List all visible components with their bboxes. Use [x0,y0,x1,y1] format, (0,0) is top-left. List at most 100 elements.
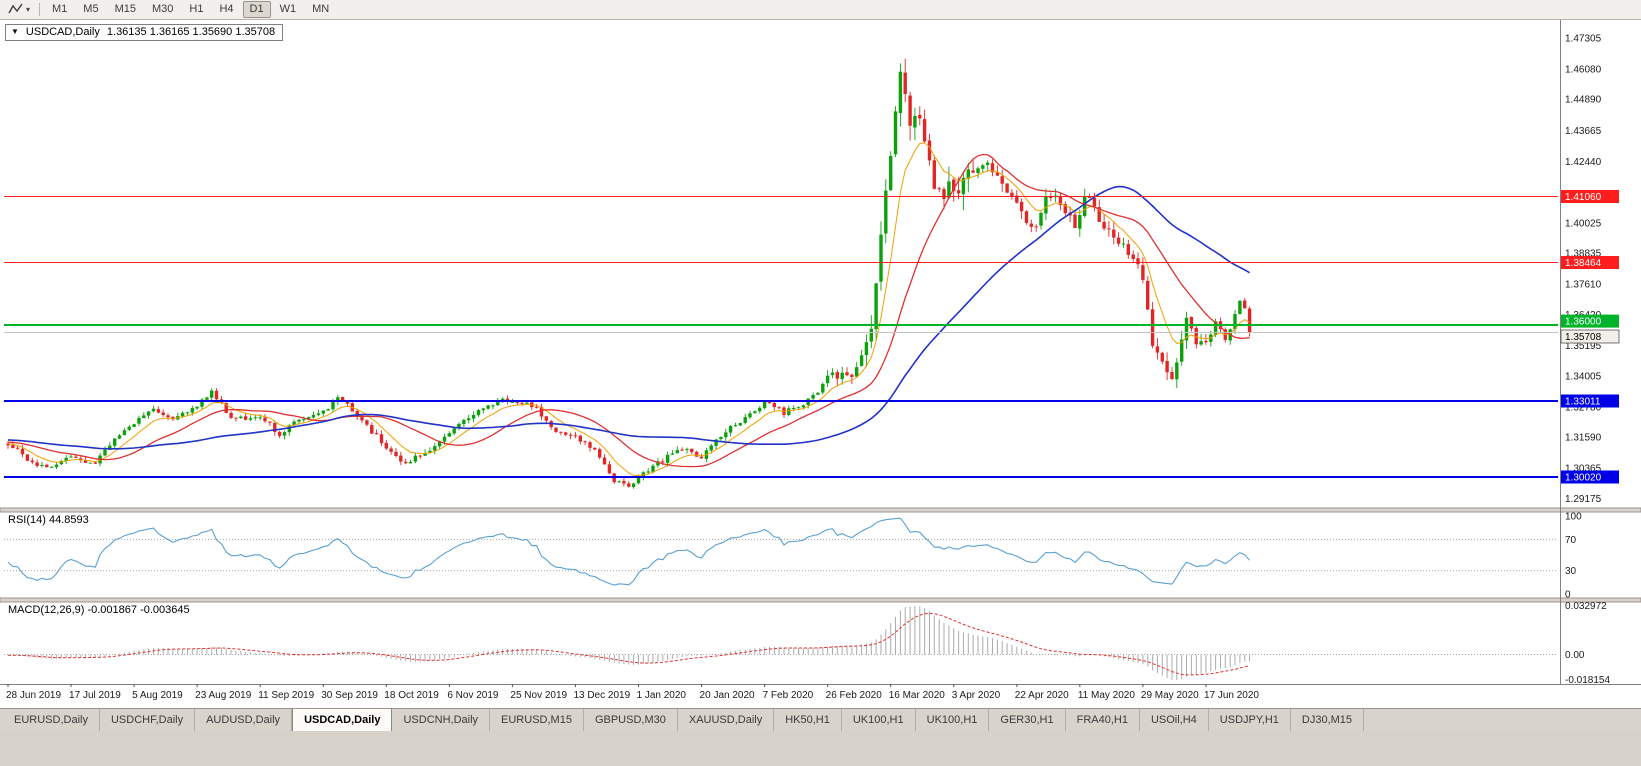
chart-tab-xauusd-daily[interactable]: XAUUSD,Daily [678,709,775,731]
svg-text:1.33011: 1.33011 [1565,397,1601,408]
timeframe-h4[interactable]: H4 [219,3,234,15]
chart-tab-ger30-h1[interactable]: GER30,H1 [989,709,1066,731]
price-axis-label: 1.40025 [1565,218,1602,229]
ma-overlay-sma50 [7,185,1251,450]
price-axis-label: 1.30365 [1565,464,1602,475]
svg-text:1.38464: 1.38464 [1565,258,1602,269]
date-label: 29 May 2020 [1141,690,1199,701]
price-axis-label: 1.31590 [1565,433,1602,444]
toolbar-separator [39,3,41,16]
date-label: 17 Jun 2020 [1204,690,1259,701]
price-tag-1.41060 [1561,190,1619,203]
timeframe-m1[interactable]: M1 [52,3,68,15]
timeframe-m5[interactable]: M5 [83,3,99,15]
date-label: 17 Jul 2019 [69,690,121,701]
chart-background [0,20,1641,708]
rsi-line [7,517,1251,586]
time-axis[interactable] [0,684,1641,708]
svg-text:1.36000: 1.36000 [1565,317,1602,328]
chart-tools-dropdown[interactable]: ▾ [4,1,34,19]
timeframe-mn[interactable]: MN [312,3,330,15]
price-axis-label: 1.35195 [1565,341,1602,352]
chart-tab-uk100-h1[interactable]: UK100,H1 [842,709,916,731]
chart-tab-usdcad-daily[interactable]: USDCAD,Daily [292,709,393,731]
chart-tab-audusd-daily[interactable]: AUDUSD,Daily [195,709,293,731]
date-label: 30 Sep 2019 [321,690,378,701]
svg-text:1.41060: 1.41060 [1565,192,1602,203]
timeframe-d1[interactable]: D1 [242,1,271,18]
pane-splitter[interactable] [0,507,1641,513]
date-label: 11 May 2020 [1078,690,1136,701]
timeframe-m30[interactable]: M30 [151,3,174,15]
macd-axis-min: -0.018154 [1565,675,1610,686]
macd-axis-max: 0.032972 [1565,601,1607,612]
chart-tab-eurusd-daily[interactable]: EURUSD,Daily [3,709,100,731]
timeframe-toolbar: ▾ M1 M5 M15 M30 H1 H4 D1 W1 MN [0,0,1641,20]
ma-overlay-sma20 [7,153,1250,468]
collapse-chart-icon[interactable]: ▼ [11,27,19,36]
timeframe-buttons: M1 M5 M15 M30 H1 H4 D1 W1 MN [45,1,336,18]
status-strip [0,731,1641,766]
date-label: 25 Nov 2019 [510,690,567,701]
macd-signal-line [7,612,1250,676]
rsi-indicator-label: RSI(14) 44.8593 [8,514,89,526]
price-axis-label: 1.34005 [1565,371,1602,382]
pane-splitter[interactable] [0,597,1641,603]
macd-axis-zero: 0.00 [1565,650,1585,661]
timeframe-w1[interactable]: W1 [279,3,297,15]
chart-tab-gbpusd-m30[interactable]: GBPUSD,M30 [584,709,678,731]
chart-title-box: ▼ USDCAD,Daily 1.36135 1.36165 1.35690 1… [5,24,284,41]
chart-tab-usdchf-daily[interactable]: USDCHF,Daily [100,709,196,731]
price-tag-1.30020 [1561,470,1619,484]
date-label: 6 Nov 2019 [447,690,499,701]
price-axis-label: 1.42440 [1565,157,1602,168]
chart-tab-usdjpy-h1[interactable]: USDJPY,H1 [1209,709,1291,731]
timeframe-h1[interactable]: H1 [189,3,204,15]
date-label: 5 Aug 2019 [132,690,183,701]
price-tag-1.35708 [1560,329,1620,344]
date-label: 28 Jun 2019 [6,690,61,701]
date-label: 18 Oct 2019 [384,690,439,701]
macd-indicator-label: MACD(12,26,9) -0.001867 -0.003645 [8,604,190,616]
date-label: 1 Jan 2020 [637,690,687,701]
date-label: 23 Aug 2019 [195,690,252,701]
price-axis-label: 1.46080 [1565,64,1602,75]
chart-symbol-title: USDCAD,Daily [25,26,100,38]
chart-tab-usoil-h4[interactable]: USOil,H4 [1140,709,1209,731]
chart-window: 1.47305 1.46080 1.44890 1.43665 1.42440 1.400… [0,20,1641,708]
price-axis-label: 1.38835 [1565,249,1602,260]
svg-text:1.35708: 1.35708 [1565,332,1602,343]
chart-ohlc-values: 1.36135 1.36165 1.35690 1.35708 [106,26,276,38]
svg-text:1.30020: 1.30020 [1565,473,1602,484]
price-axis-label: 1.44890 [1565,95,1602,106]
chart-tab-uk100-h1[interactable]: UK100,H1 [916,709,990,731]
price-axis-label: 1.37610 [1565,280,1602,291]
date-label: 7 Feb 2020 [763,690,814,701]
price-axis-label: 1.47305 [1565,33,1602,44]
dropdown-caret-icon: ▾ [26,5,31,14]
chart-canvas[interactable]: 1.47305 1.46080 1.44890 1.43665 1.42440 1.400… [0,20,1641,708]
timeframe-m15[interactable]: M15 [114,3,136,15]
date-label: 22 Apr 2020 [1015,690,1069,701]
chart-tab-usdcnh-daily[interactable]: USDCNH,Daily [392,709,491,731]
chart-tab-eurusd-m15[interactable]: EURUSD,M15 [490,709,584,731]
price-axis-label: 1.29175 [1565,494,1602,505]
ma-overlay-ema8 [7,142,1250,477]
price-tag-1.33011 [1561,394,1619,408]
rsi-axis-label: 30 [1565,566,1577,577]
chart-tab-fra40-h1[interactable]: FRA40,H1 [1066,709,1140,731]
date-label: 3 Apr 2020 [952,690,1001,701]
chart-tab-hk50-h1[interactable]: HK50,H1 [774,709,842,731]
rsi-axis-label: 70 [1565,535,1577,546]
price-axis[interactable] [1561,20,1641,684]
price-tag-1.38464 [1561,256,1619,269]
date-label: 20 Jan 2020 [700,690,755,701]
price-tag-1.36000 [1561,314,1619,328]
rsi-axis-label: 0 [1565,590,1571,601]
date-label: 13 Dec 2019 [573,690,630,701]
chart-tabs-bar: EURUSD,Daily USDCHF,Daily AUDUSD,Daily USDC… [0,708,1641,731]
date-label: 16 Mar 2020 [889,690,946,701]
chart-tab-dj30-m15[interactable]: DJ30,M15 [1291,709,1365,731]
price-axis-label: 1.43665 [1565,126,1602,137]
